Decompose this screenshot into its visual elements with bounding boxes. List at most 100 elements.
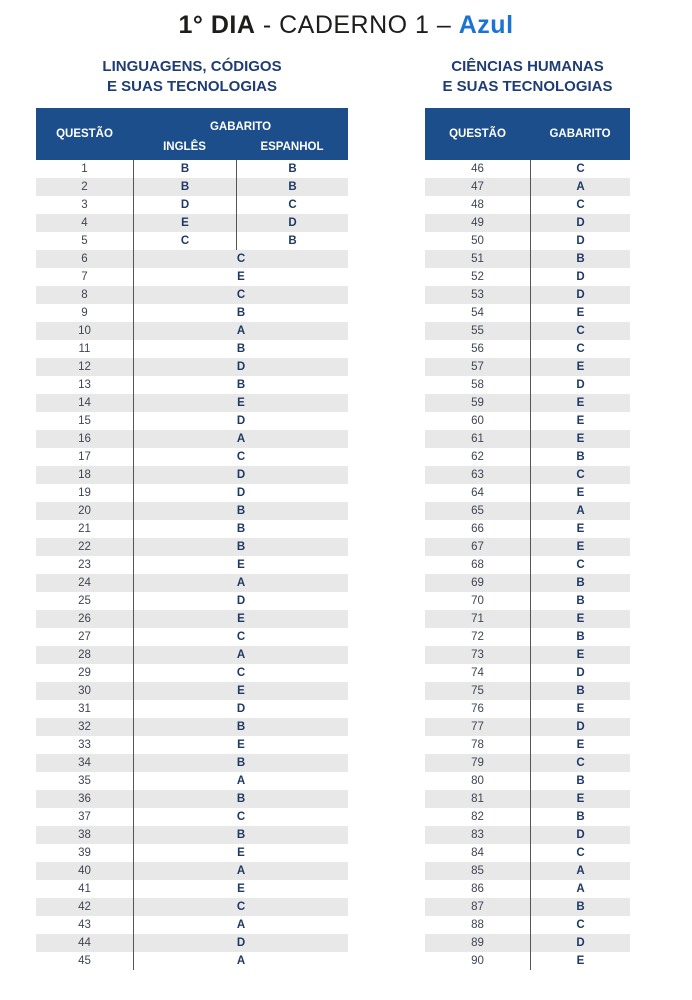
page-title-middle: - CADERNO 1 – xyxy=(255,11,459,39)
table-row: 88 C xyxy=(425,916,630,934)
table-row: 10 A xyxy=(36,322,348,340)
table-row: 39 E xyxy=(36,844,348,862)
question-number: 15 xyxy=(78,415,91,427)
answer-letter: B xyxy=(530,592,630,610)
table-row: 13 B xyxy=(36,376,348,394)
table-row: 49 D xyxy=(425,214,630,232)
column-header-gabarito: GABARITO xyxy=(209,121,272,133)
question-number: 79 xyxy=(471,757,484,769)
answer-letter: B xyxy=(530,574,630,592)
table-row: 77 D xyxy=(425,718,630,736)
answer-ingles: C xyxy=(133,232,236,250)
question-number: 38 xyxy=(78,829,91,841)
question-number: 40 xyxy=(78,865,91,877)
table-row: 74 D xyxy=(425,664,630,682)
question-number: 31 xyxy=(78,703,91,715)
answer-letter: E xyxy=(530,430,630,448)
question-number: 17 xyxy=(78,451,91,463)
humanities-title-line1: CIÊNCIAS HUMANAS xyxy=(451,58,604,75)
table-row: 75 B xyxy=(425,682,630,700)
question-number: 47 xyxy=(471,181,484,193)
table-row: 86 A xyxy=(425,880,630,898)
answer-letter: D xyxy=(133,412,348,430)
answer-letter: D xyxy=(133,934,348,952)
question-number: 86 xyxy=(471,883,484,895)
answer-letter: C xyxy=(133,808,348,826)
table-row: 84 C xyxy=(425,844,630,862)
answer-letter: E xyxy=(530,610,630,628)
answer-letter: D xyxy=(530,664,630,682)
question-number: 19 xyxy=(78,487,91,499)
answer-letter: C xyxy=(133,286,348,304)
question-number: 20 xyxy=(78,505,91,517)
answer-letter: D xyxy=(530,718,630,736)
answer-letter: E xyxy=(133,880,348,898)
answer-letter: A xyxy=(133,862,348,880)
answer-letter: C xyxy=(133,250,348,268)
table-row: 55 C xyxy=(425,322,630,340)
table-row: 78 E xyxy=(425,736,630,754)
question-number: 67 xyxy=(471,541,484,553)
table-row: 35 A xyxy=(36,772,348,790)
answer-letter: D xyxy=(530,934,630,952)
question-number: 55 xyxy=(471,325,484,337)
answer-letter: C xyxy=(530,556,630,574)
answer-letter: B xyxy=(133,304,348,322)
question-number: 57 xyxy=(471,361,484,373)
answer-letter: B xyxy=(530,772,630,790)
answer-letter: A xyxy=(133,322,348,340)
answer-letter: B xyxy=(530,250,630,268)
answer-letter: A xyxy=(530,178,630,196)
answer-letter: D xyxy=(530,826,630,844)
table-row: 69 B xyxy=(425,574,630,592)
question-number: 82 xyxy=(471,811,484,823)
table-row: 23 E xyxy=(36,556,348,574)
question-number: 26 xyxy=(78,613,91,625)
table-row: 79 C xyxy=(425,754,630,772)
answer-espanhol: D xyxy=(236,214,348,232)
question-number: 73 xyxy=(471,649,484,661)
answer-letter: A xyxy=(530,880,630,898)
answer-letter: E xyxy=(133,682,348,700)
answer-letter: A xyxy=(133,430,348,448)
table-row: 59 E xyxy=(425,394,630,412)
table-row: 15 D xyxy=(36,412,348,430)
page-title: 1° DIA - CADERNO 1 – Azul xyxy=(0,0,692,40)
answer-letter: B xyxy=(133,754,348,772)
question-number: 75 xyxy=(471,685,484,697)
question-number: 16 xyxy=(78,433,91,445)
question-number: 89 xyxy=(471,937,484,949)
table-row: 63 C xyxy=(425,466,630,484)
answer-letter: E xyxy=(530,394,630,412)
answer-letter: D xyxy=(530,286,630,304)
table-row: 61 E xyxy=(425,430,630,448)
table-row: 20 B xyxy=(36,502,348,520)
question-number: 70 xyxy=(471,595,484,607)
question-number: 76 xyxy=(471,703,484,715)
page-title-color-word: Azul xyxy=(458,11,514,39)
table-row: 38 B xyxy=(36,826,348,844)
answer-espanhol: B xyxy=(236,178,348,196)
question-number: 74 xyxy=(471,667,484,679)
question-number: 66 xyxy=(471,523,484,535)
answer-letter: A xyxy=(133,916,348,934)
answer-letter: A xyxy=(133,772,348,790)
question-number: 68 xyxy=(471,559,484,571)
answer-letter: B xyxy=(530,682,630,700)
column-header-ingles: INGLÊS xyxy=(163,141,206,153)
table-row: 48 C xyxy=(425,196,630,214)
question-number: 4 xyxy=(81,217,88,229)
question-number: 41 xyxy=(78,883,91,895)
table-row: 17 C xyxy=(36,448,348,466)
question-number: 71 xyxy=(471,613,484,625)
question-number: 45 xyxy=(78,955,91,967)
question-number: 14 xyxy=(78,397,91,409)
question-number: 3 xyxy=(81,199,88,211)
table-row: 67 E xyxy=(425,538,630,556)
humanities-table-body: 46 C 47 A 48 C 49 D 50 D 51 B 52 D 53 D 54 E 55 C 56 C 57 E 58 D 5… xyxy=(425,160,630,970)
